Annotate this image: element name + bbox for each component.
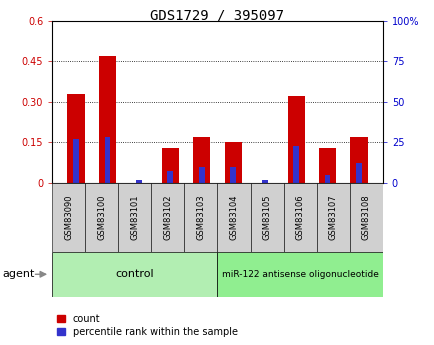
Bar <box>316 183 349 252</box>
Bar <box>261 180 267 183</box>
Bar <box>118 183 151 252</box>
Text: GSM83108: GSM83108 <box>361 195 370 240</box>
Bar <box>217 252 382 297</box>
Bar <box>350 137 367 183</box>
Bar <box>73 139 79 183</box>
Text: GSM83103: GSM83103 <box>196 195 205 240</box>
Bar <box>52 252 217 297</box>
Bar <box>224 142 241 183</box>
Bar <box>52 183 85 252</box>
Bar <box>217 183 250 252</box>
Text: GSM83107: GSM83107 <box>328 195 337 240</box>
Text: GSM83090: GSM83090 <box>64 195 73 240</box>
Bar <box>198 167 204 183</box>
Bar <box>151 183 184 252</box>
Text: GSM83100: GSM83100 <box>97 195 106 240</box>
Text: GSM83105: GSM83105 <box>262 195 271 240</box>
Bar <box>324 175 330 183</box>
Bar <box>85 183 118 252</box>
Bar <box>283 183 316 252</box>
Bar <box>293 146 298 183</box>
Text: GSM83101: GSM83101 <box>130 195 139 240</box>
Legend: count, percentile rank within the sample: count, percentile rank within the sample <box>57 314 237 337</box>
Bar <box>287 96 304 183</box>
Bar <box>355 164 361 183</box>
Bar <box>167 171 173 183</box>
Text: miR-122 antisense oligonucleotide: miR-122 antisense oligonucleotide <box>221 270 378 279</box>
Text: GDS1729 / 395097: GDS1729 / 395097 <box>150 9 284 23</box>
Text: GSM83106: GSM83106 <box>295 195 304 240</box>
Text: GSM83102: GSM83102 <box>163 195 172 240</box>
Text: GSM83104: GSM83104 <box>229 195 238 240</box>
Bar <box>193 137 210 183</box>
Bar <box>67 94 84 183</box>
Text: control: control <box>115 269 154 279</box>
Bar <box>104 137 110 183</box>
Bar <box>230 167 236 183</box>
Bar <box>349 183 382 252</box>
Bar <box>99 56 116 183</box>
Bar <box>250 183 283 252</box>
Bar <box>318 148 335 183</box>
Bar <box>161 148 178 183</box>
Bar <box>184 183 217 252</box>
Text: agent: agent <box>2 269 34 279</box>
Bar <box>136 180 141 183</box>
